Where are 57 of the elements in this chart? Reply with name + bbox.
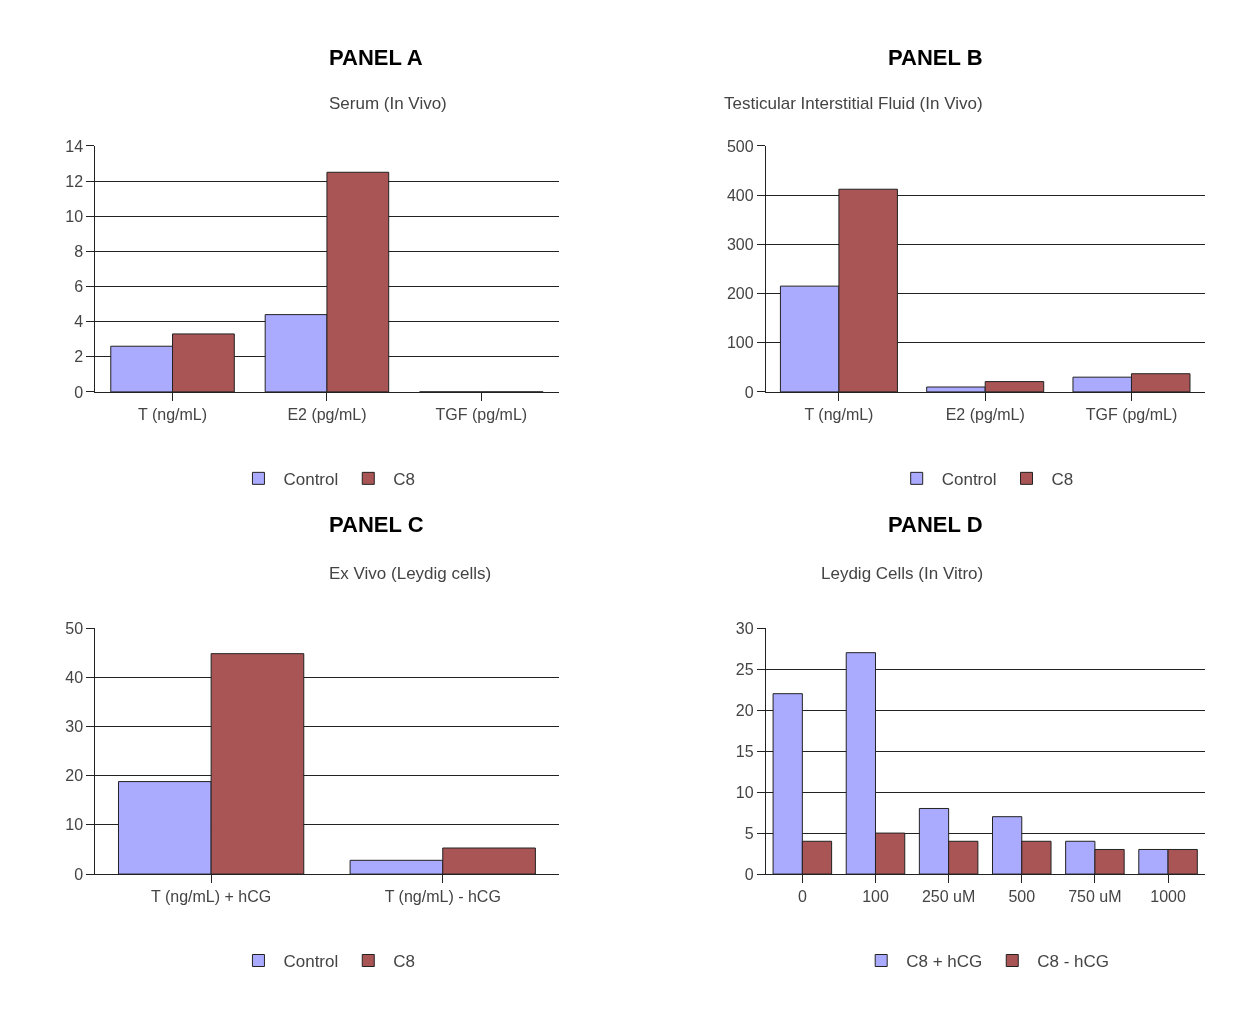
y-tick-label: 10 xyxy=(65,207,84,225)
x-tick-label: 100 xyxy=(862,888,889,906)
y-tick-label: 15 xyxy=(735,742,754,760)
legend-label: C8 xyxy=(1051,469,1074,489)
x-tick-label: 0 xyxy=(797,888,807,906)
y-tick-label: 0 xyxy=(74,383,84,401)
y-tick-label: 6 xyxy=(74,278,84,296)
chart-subtitle: Testicular Interstitial Fluid (In Vivo) xyxy=(724,94,983,113)
y-tick-label: 25 xyxy=(735,660,754,678)
legend-label: Control xyxy=(283,952,339,972)
x-tick-label: 1000 xyxy=(1150,888,1186,906)
y-tick-label: 4 xyxy=(74,313,84,331)
chart-title: PANEL D xyxy=(888,512,983,537)
x-tick-label: T (ng/mL) xyxy=(138,406,208,424)
y-tick-label: 30 xyxy=(65,718,84,736)
x-tick-label: 750 uM xyxy=(1068,888,1122,906)
chart-title: PANEL B xyxy=(888,45,983,70)
chart-subtitle: Ex Vivo (Leydig cells) xyxy=(329,564,492,583)
chart-title: PANEL C xyxy=(329,512,424,537)
y-tick-label: 12 xyxy=(65,172,84,190)
y-tick-label: 30 xyxy=(735,619,754,637)
chart-subtitle: Leydig Cells (In Vitro) xyxy=(821,564,984,583)
legend-label: C8 xyxy=(393,952,415,972)
y-tick-label: 500 xyxy=(726,137,754,155)
y-tick-label: 20 xyxy=(735,701,754,719)
y-tick-label: 300 xyxy=(726,235,754,253)
y-tick-label: 10 xyxy=(65,816,84,834)
y-tick-label: 40 xyxy=(65,668,84,686)
legend-label: Control xyxy=(941,469,997,489)
x-tick-label: 500 xyxy=(1008,888,1036,906)
legend-label: C8 + hCG xyxy=(906,952,983,972)
x-tick-label: 250 uM xyxy=(921,888,976,906)
y-tick-label: 0 xyxy=(74,865,84,883)
chart-title: PANEL A xyxy=(329,45,423,70)
y-tick-label: 8 xyxy=(74,242,84,260)
y-tick-label: 20 xyxy=(65,767,84,785)
y-tick-label: 5 xyxy=(744,824,754,842)
y-tick-label: 400 xyxy=(726,186,754,204)
y-tick-label: 50 xyxy=(65,619,84,637)
legend-label: C8 - hCG xyxy=(1037,952,1110,972)
x-tick-label: TGF (pg/mL) xyxy=(435,406,528,424)
x-tick-label: TGF (pg/mL) xyxy=(1085,406,1178,424)
y-tick-label: 2 xyxy=(74,348,84,366)
y-tick-label: 10 xyxy=(735,783,754,801)
chart-subtitle: Serum (In Vivo) xyxy=(329,94,447,113)
y-tick-label: 14 xyxy=(65,137,84,155)
legend-label: Control xyxy=(283,469,339,489)
x-tick-label: E2 (pg/mL) xyxy=(945,406,1025,424)
y-tick-label: 0 xyxy=(744,865,754,883)
y-tick-label: 100 xyxy=(726,334,754,352)
x-tick-label: T (ng/mL) xyxy=(804,406,874,424)
x-tick-label: T (ng/mL) + hCG xyxy=(151,888,272,906)
x-tick-label: E2 (pg/mL) xyxy=(287,406,367,424)
legend-label: C8 xyxy=(393,469,415,489)
y-tick-label: 200 xyxy=(726,285,754,303)
y-tick-label: 0 xyxy=(744,383,754,401)
x-tick-label: T (ng/mL) - hCG xyxy=(384,888,501,906)
